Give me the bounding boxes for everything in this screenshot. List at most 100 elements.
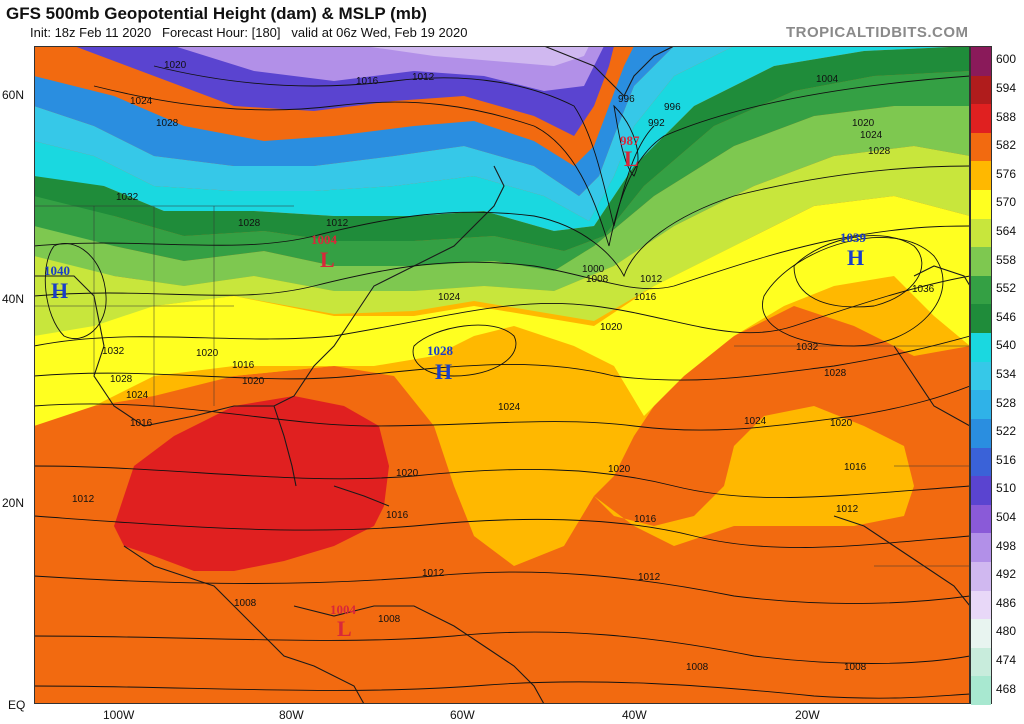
field-522	[34, 46, 674, 196]
colorbar-label: 552	[996, 281, 1017, 296]
colorbar-segment	[971, 590, 991, 620]
colorbar-segment	[971, 218, 991, 248]
isobar-label: 1008	[234, 598, 257, 609]
high-pressure-system: 1028 H	[427, 343, 454, 384]
isobar-label: 1020	[600, 322, 623, 333]
isobar-label: 1024	[860, 130, 883, 141]
isobar-label: 1000	[582, 264, 605, 275]
colorbar-label: 570	[996, 195, 1017, 210]
colorbar-segment	[971, 504, 991, 534]
colorbar-label: 594	[996, 80, 1017, 95]
colorbar-segment	[971, 533, 991, 563]
colorbar-label: 540	[996, 338, 1017, 353]
system-letter: H	[51, 278, 68, 303]
isobar-label: 1020	[830, 418, 853, 429]
isobar-label: 1028	[868, 146, 891, 157]
isobar-label: 1016	[386, 510, 409, 521]
isobar-label: 1016	[356, 76, 379, 87]
system-value: 987	[620, 133, 640, 148]
isobar-label: 992	[648, 118, 665, 129]
colorbar-label: 504	[996, 510, 1017, 525]
field-534	[34, 46, 734, 221]
high-pressure-system: 1040 H	[44, 263, 70, 303]
lon-label: 60W	[450, 708, 475, 722]
isobar-label: 1024	[498, 402, 521, 413]
isobar-label: 1020	[242, 376, 265, 387]
isobar-label: 1012	[412, 72, 435, 83]
colorbar-label: 528	[996, 395, 1017, 410]
colorbar-label: 582	[996, 138, 1017, 153]
colorbar-segment	[971, 47, 991, 76]
isobar-label: 1012	[72, 494, 95, 505]
colorbar-segment	[971, 190, 991, 220]
colorbar-segment	[971, 447, 991, 477]
colorbar-segment	[971, 247, 991, 277]
colorbar-segment	[971, 304, 991, 334]
isobar-label: 1024	[438, 292, 461, 303]
colorbar-segment	[971, 647, 991, 677]
field-558	[34, 106, 970, 291]
isobar-label: 1028	[238, 218, 261, 229]
isobar-label: 1016	[634, 514, 657, 525]
isobar-label: 1020	[396, 468, 419, 479]
isobar-label: 1032	[796, 342, 819, 353]
system-value: 1040	[44, 263, 70, 278]
field-546	[34, 46, 970, 251]
colorbar-label: 522	[996, 424, 1017, 439]
colorbar	[970, 46, 992, 706]
field-588	[114, 396, 389, 571]
colorbar-segment	[971, 476, 991, 506]
isobar-label: 1032	[102, 346, 125, 357]
lon-label: 100W	[103, 708, 135, 722]
isobar-label: 1028	[824, 368, 847, 379]
system-value: 1004	[330, 602, 357, 617]
system-letter: L	[624, 146, 639, 171]
colorbar-label: 498	[996, 538, 1017, 553]
system-value: 1004	[311, 232, 338, 247]
colorbar-segment	[971, 275, 991, 305]
colorbar-segment	[971, 361, 991, 391]
isobar-label: 1028	[156, 118, 179, 129]
colorbar-label: 546	[996, 309, 1017, 324]
system-letter: L	[337, 616, 352, 641]
system-letter: H	[435, 359, 452, 384]
map-title: GFS 500mb Geopotential Height (dam) & MS…	[6, 4, 427, 23]
pressure-systems: 987 L 1004 L 1004 L 1040 H 1028 H 1039 H	[44, 133, 867, 641]
system-value: 1039	[840, 230, 867, 245]
isobar-label: 1020	[164, 60, 187, 71]
system-value: 1028	[427, 343, 454, 358]
isobar-label: 1012	[836, 504, 859, 515]
isobar-label: 1012	[326, 218, 349, 229]
lat-label: 40N	[2, 292, 25, 306]
field-576	[34, 346, 914, 566]
colorbar-segment	[971, 104, 991, 134]
field-540	[34, 46, 970, 231]
lon-label: 80W	[279, 708, 304, 722]
colorbar-label: 588	[996, 109, 1017, 124]
field-492	[364, 46, 589, 66]
isobar-label: 1020	[852, 118, 875, 129]
isobar-label: 1012	[422, 568, 445, 579]
isobars	[34, 65, 970, 699]
colorbar-segment	[971, 418, 991, 448]
colorbar-label: 558	[996, 252, 1017, 267]
isobar-label: 1004	[816, 74, 839, 85]
colorbar-label: 510	[996, 481, 1017, 496]
colorbar-segment	[971, 390, 991, 420]
isobar-label: 1020	[608, 464, 631, 475]
colorbar-label: 534	[996, 367, 1017, 381]
colorbar-label: 480	[996, 624, 1017, 639]
colorbar-segment	[971, 132, 991, 162]
isobar-label: 1036	[912, 284, 935, 295]
isobar-label: 1024	[744, 416, 767, 427]
coastlines	[34, 46, 970, 704]
low-pressure-system: 1004 L	[330, 602, 357, 641]
colorbar-segment	[971, 619, 991, 649]
low-pressure-system: 1004 L	[311, 232, 338, 272]
isobar-label: 1020	[196, 348, 219, 359]
isobar-label: 1016	[232, 360, 255, 371]
lon-label: 40W	[622, 708, 647, 722]
isobar-label: 1024	[130, 96, 153, 107]
isobar-label: 996	[618, 94, 635, 105]
isobar-label: 1016	[844, 462, 867, 473]
